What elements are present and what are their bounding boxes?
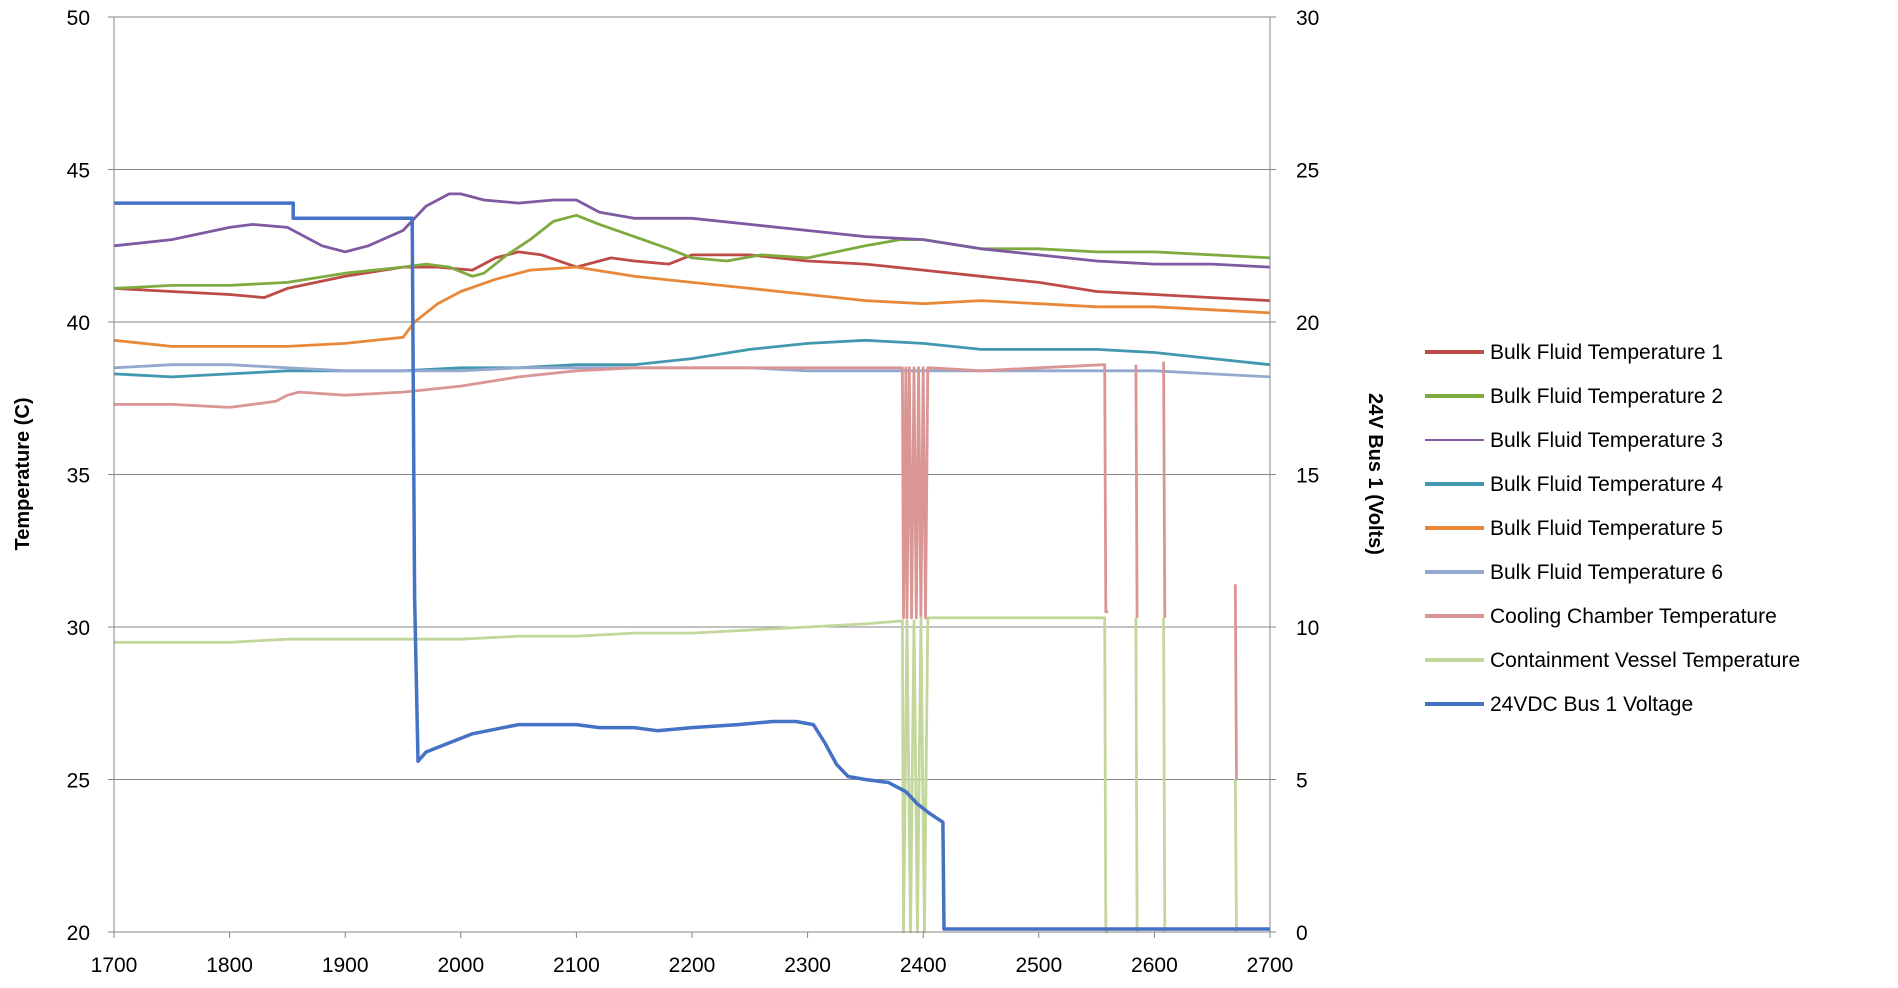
x-tick-label: 2300 (784, 954, 831, 977)
legend-label: Bulk Fluid Temperature 2 (1490, 385, 1723, 408)
y-tick-label: 35 (67, 465, 90, 488)
series-line-3 (113, 192, 1271, 269)
series-line-1 (113, 250, 1271, 302)
y-tick-label: 40 (67, 312, 90, 335)
legend-label: Bulk Fluid Temperature 1 (1490, 341, 1723, 364)
x-tick-label: 2400 (900, 954, 947, 977)
y-tick-label: 30 (67, 617, 90, 640)
x-tick-label: 2000 (437, 954, 484, 977)
y2-tick-label: 20 (1296, 312, 1319, 335)
x-tick-label: 2700 (1247, 954, 1294, 977)
legend-label: Containment Vessel Temperature (1490, 649, 1800, 672)
y-tick-label: 45 (67, 160, 90, 183)
x-tick-label: 2600 (1131, 954, 1178, 977)
y2-axis-title: 24V Bus 1 (Volts) (1364, 393, 1386, 555)
series-line-5 (113, 265, 1271, 348)
y-axis-title: Temperature (C) (12, 398, 34, 551)
x-tick-label: 2500 (1015, 954, 1062, 977)
legend-label: Cooling Chamber Temperature (1490, 605, 1777, 628)
legend: Bulk Fluid Temperature 1 Bulk Fluid Tempe… (1425, 341, 1800, 716)
legend-label: Bulk Fluid Temperature 4 (1490, 473, 1723, 496)
legend-label: Bulk Fluid Temperature 5 (1490, 517, 1723, 540)
x-tick-label: 1900 (322, 954, 369, 977)
y2-tick-label: 15 (1296, 465, 1319, 488)
series-line-9 (114, 201, 1270, 931)
legend-label: Bulk Fluid Temperature 6 (1490, 561, 1723, 584)
y-tick-label: 25 (67, 770, 90, 793)
y2-tick-label: 25 (1296, 160, 1319, 183)
legend-label: 24VDC Bus 1 Voltage (1490, 693, 1693, 716)
legend-label: Bulk Fluid Temperature 3 (1490, 429, 1723, 452)
y-tick-label: 20 (67, 922, 90, 945)
x-tick-label: 2200 (669, 954, 716, 977)
y2-tick-label: 5 (1296, 770, 1308, 793)
y2-tick-label: 10 (1296, 617, 1319, 640)
series-line-7 (114, 361, 1238, 780)
x-tick-label: 1700 (91, 954, 138, 977)
x-tick-label: 1800 (206, 954, 253, 977)
series-lines (113, 192, 1271, 934)
x-tick-label: 2100 (553, 954, 600, 977)
y2-tick-label: 0 (1296, 922, 1308, 945)
series-line-8 (114, 616, 1238, 934)
y2-tick-label: 30 (1296, 7, 1319, 30)
axes: 20 25 30 35 40 45 50 0 5 10 15 20 25 30 1700 1800 1900 20… (67, 7, 1320, 977)
series-line-4 (113, 338, 1271, 379)
y-tick-label: 50 (67, 7, 90, 30)
gridlines (114, 169, 1270, 780)
